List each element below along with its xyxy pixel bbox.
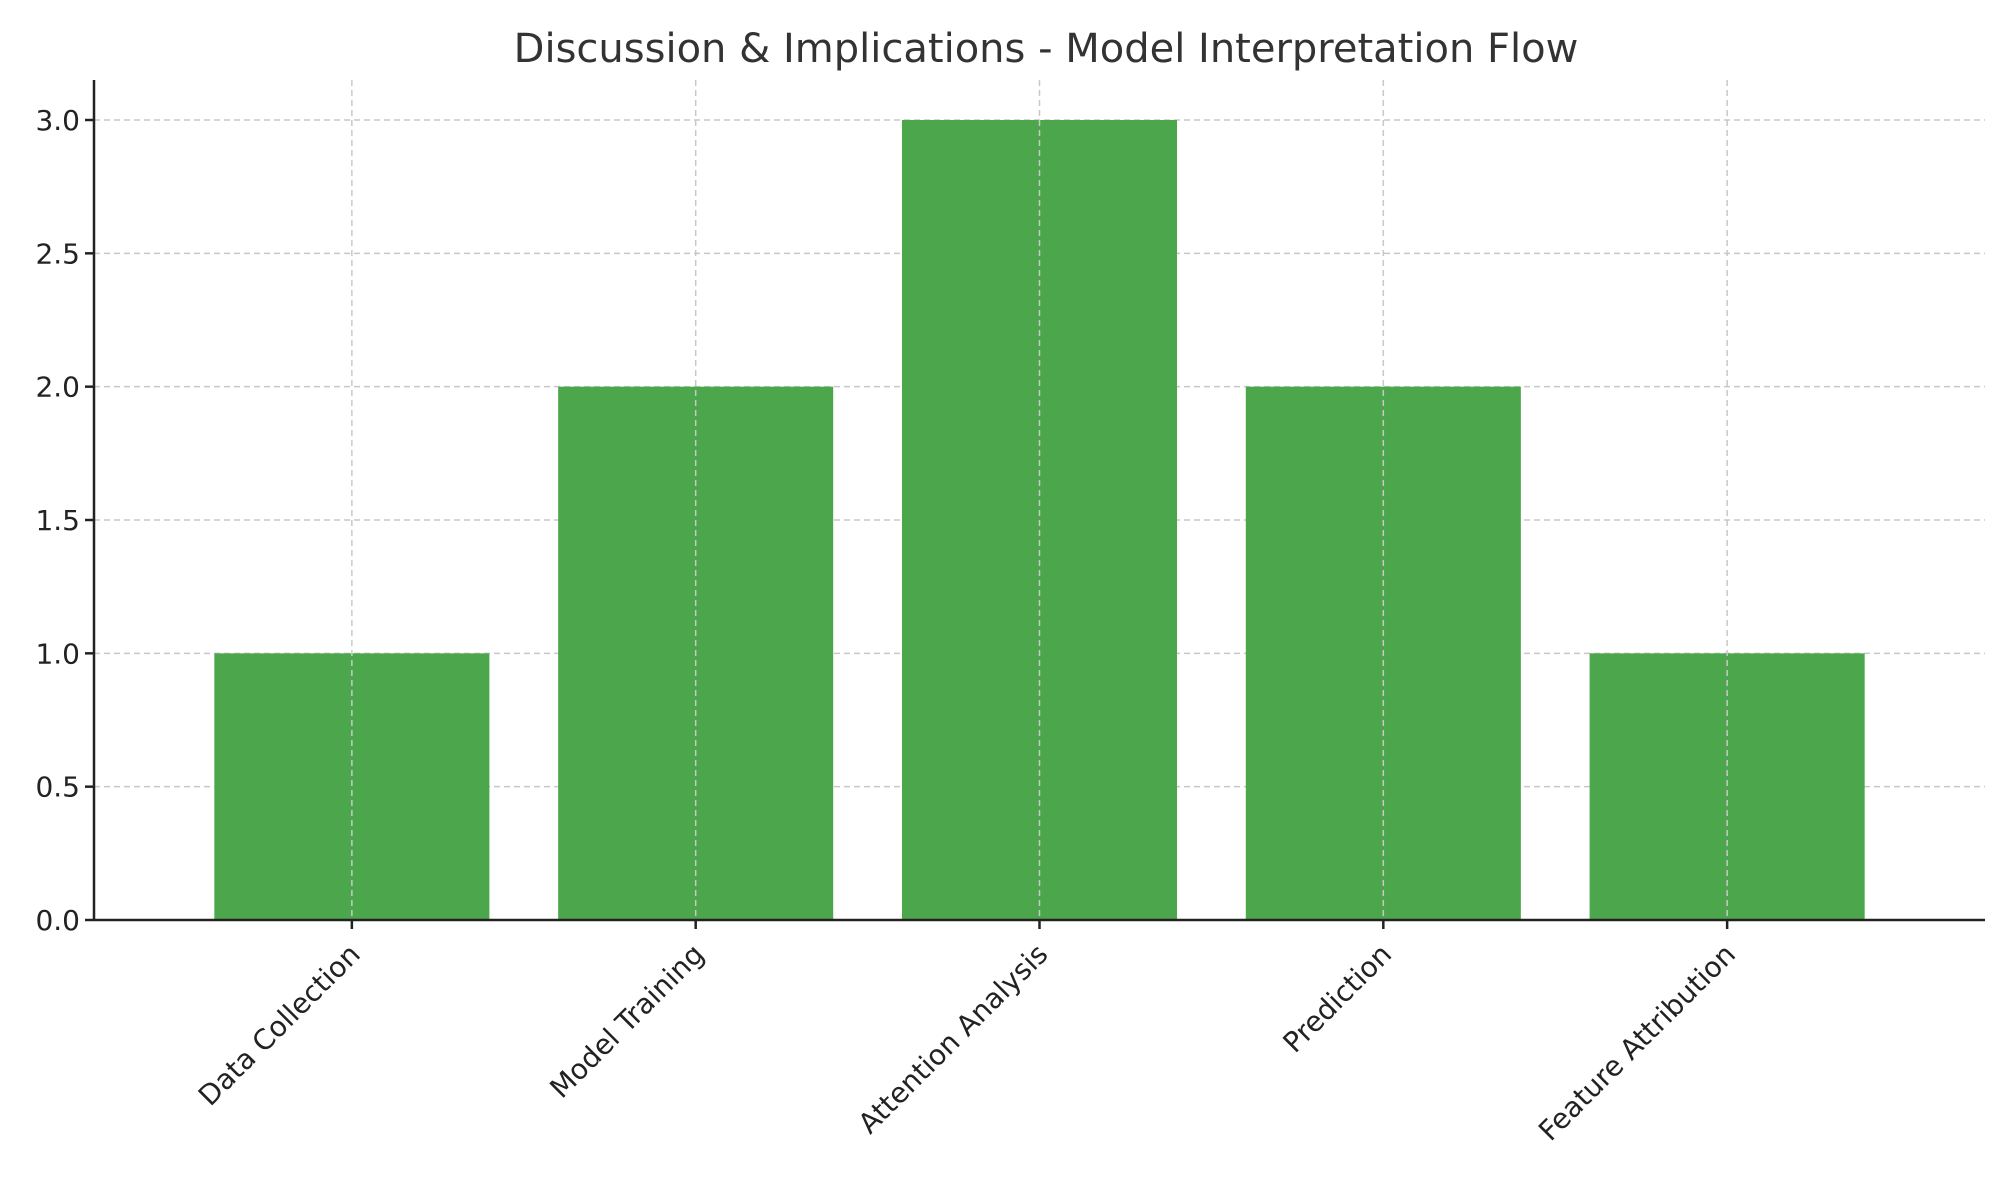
x-tick-label: Attention Analysis: [852, 938, 1055, 1141]
bars: [214, 80, 1865, 921]
chart-title: Discussion & Implications - Model Interp…: [514, 26, 1579, 72]
x-tick-label: Model Training: [543, 938, 710, 1105]
y-tick-label: 0.5: [35, 771, 80, 804]
y-tick-label: 1.0: [35, 637, 80, 670]
x-tick-label: Prediction: [1276, 938, 1398, 1060]
axes: [85, 80, 1985, 929]
y-tick-label: 3.0: [35, 104, 80, 137]
y-tick-label: 1.5: [35, 504, 80, 537]
y-tick-label: 0.0: [35, 904, 80, 937]
x-tick-labels: Data Collection Model Training Attention A…: [192, 938, 1742, 1148]
x-tick-label: Feature Attribution: [1532, 938, 1742, 1148]
x-tick-label: Data Collection: [192, 938, 367, 1113]
y-tick-label: 2.0: [35, 371, 80, 404]
y-tick-label: 2.5: [35, 237, 80, 270]
y-tick-labels: 0.0 0.5 1.0 1.5 2.0 2.5 3.0: [35, 104, 80, 937]
